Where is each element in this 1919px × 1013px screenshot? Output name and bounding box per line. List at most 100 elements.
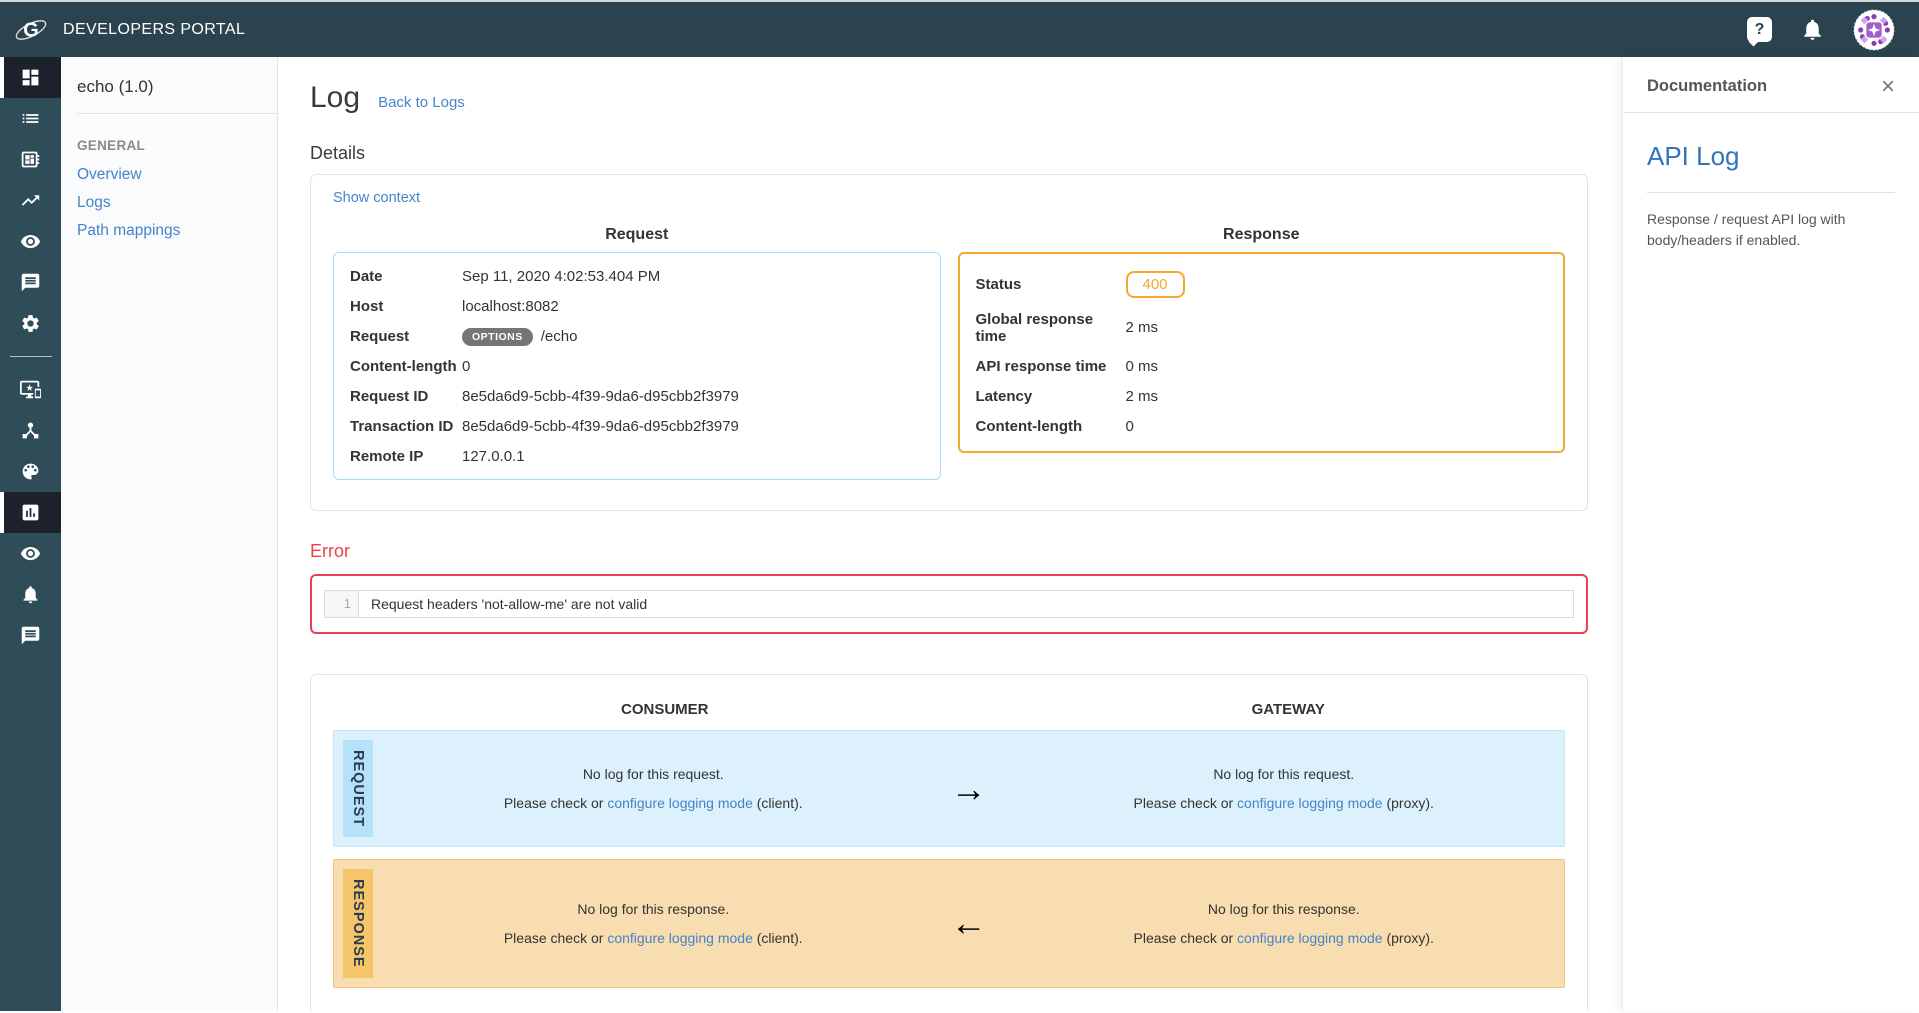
request-panel: Date Sep 11, 2020 4:02:53.404 PM Host local… xyxy=(333,252,941,480)
api-sidebar: echo (1.0) GENERAL Overview Logs Path mapp… xyxy=(61,57,278,1011)
kv-value: 127.0.0.1 xyxy=(462,447,525,465)
kv-row: Remote IP 127.0.0.1 xyxy=(350,441,924,471)
eye-icon-2[interactable] xyxy=(0,533,61,574)
error-line-number: 1 xyxy=(325,591,359,617)
kv-label: Request xyxy=(350,327,410,345)
arrow-left-icon: ← xyxy=(950,902,987,944)
logs-header-row: CONSUMER GATEWAY xyxy=(333,701,1565,718)
kv-row: Latency 2 ms xyxy=(976,381,1548,411)
error-message: Request headers 'not-allow-me' are not v… xyxy=(371,596,648,612)
request-row-label: REQUEST xyxy=(343,740,373,838)
api-name: echo (1.0) xyxy=(77,77,154,96)
help-question-glyph: ? xyxy=(1754,20,1765,38)
kv-value: OPTIONS/echo xyxy=(462,327,577,346)
kv-row: Request ID 8e5da6d9-5cbb-4f39-9da6-d95cbb… xyxy=(350,381,924,411)
gateway-response-cell: No log for this response. Please check or… xyxy=(1004,860,1565,987)
topbar-actions: ? xyxy=(1747,8,1919,51)
back-to-logs-link[interactable]: Back to Logs xyxy=(378,94,465,111)
configure-logging-mode-link[interactable]: configure logging mode xyxy=(607,795,753,812)
bar-chart-icon[interactable] xyxy=(0,492,61,533)
rail-divider xyxy=(9,356,52,357)
response-log-row: RESPONSE No log for this response. Please… xyxy=(333,859,1565,988)
show-context-link[interactable]: Show context xyxy=(333,190,421,206)
consumer-response-cell: No log for this response. Please check or… xyxy=(373,860,934,987)
kv-value: 0 xyxy=(462,357,471,375)
kv-row: Date Sep 11, 2020 4:02:53.404 PM xyxy=(350,261,924,291)
error-card: 1 Request headers 'not-allow-me' are not… xyxy=(310,574,1588,634)
kv-label: Content-length xyxy=(975,417,1083,435)
notifications-bell-icon[interactable] xyxy=(1800,17,1825,42)
user-avatar[interactable] xyxy=(1853,8,1895,51)
status-badge: 400 xyxy=(1125,270,1185,298)
kv-value: 400 xyxy=(1125,270,1185,298)
kv-label: Status xyxy=(975,275,1022,293)
kv-row: Host localhost:8082 xyxy=(350,291,924,321)
log-hint-text: Please check or configure logging mode (… xyxy=(503,929,803,946)
list-icon[interactable] xyxy=(0,98,61,139)
sidebar-items: Overview Logs Path mappings xyxy=(61,161,277,245)
kv-label: Latency xyxy=(975,387,1033,405)
main-content: Log Back to Logs Details Show context Re… xyxy=(278,57,1622,1011)
page-title: Log xyxy=(310,81,361,114)
kv-label: Host xyxy=(350,297,384,315)
kv-value: 2 ms xyxy=(1125,319,1159,336)
topbar: G DEVELOPERS PORTAL ? xyxy=(0,0,1919,57)
kv-value: Sep 11, 2020 4:02:53.404 PM xyxy=(462,267,661,285)
response-heading: Response xyxy=(1223,226,1300,243)
log-hint-text: Please check or configure logging mode (… xyxy=(1133,795,1434,812)
trending-up-icon[interactable] xyxy=(0,180,61,221)
kv-value: 0 ms xyxy=(1125,357,1159,375)
eye-icon[interactable] xyxy=(0,221,61,262)
icon-rail xyxy=(0,57,61,1011)
gravitee-logo-icon[interactable]: G xyxy=(0,11,61,49)
sidebar-item-overview[interactable]: Overview xyxy=(77,166,142,183)
logs-card: CONSUMER GATEWAY REQUEST No log for this… xyxy=(310,674,1588,1011)
sidebar-divider xyxy=(77,113,277,114)
request-heading: Request xyxy=(605,226,669,243)
hub-icon[interactable] xyxy=(0,410,61,451)
configure-logging-mode-link[interactable]: configure logging mode xyxy=(607,929,753,946)
app-title: DEVELOPERS PORTAL xyxy=(63,20,246,38)
details-card: Show context Request Date Sep 11, 2020 4:… xyxy=(310,174,1588,511)
bell-icon[interactable] xyxy=(0,574,61,615)
help-icon[interactable]: ? xyxy=(1747,17,1772,42)
kv-value: 2 ms xyxy=(1125,387,1159,405)
board-icon[interactable] xyxy=(0,139,61,180)
kv-row: Content-length 0 xyxy=(350,351,924,381)
configure-logging-mode-link[interactable]: configure logging mode xyxy=(1237,929,1383,946)
no-log-text: No log for this response. xyxy=(1207,900,1360,917)
error-code-line: 1 Request headers 'not-allow-me' are not… xyxy=(324,590,1574,618)
gateway-heading: GATEWAY xyxy=(1251,701,1325,718)
consumer-request-cell: No log for this request. Please check or … xyxy=(373,731,934,846)
kv-label: Global response time xyxy=(975,310,1094,345)
palette-icon[interactable] xyxy=(0,451,61,492)
request-log-row: REQUEST No log for this request. Please c… xyxy=(333,730,1565,848)
configure-logging-mode-link[interactable]: configure logging mode xyxy=(1237,795,1383,812)
sidebar-item-logs[interactable]: Logs xyxy=(77,194,111,211)
no-log-text: No log for this request. xyxy=(582,766,724,783)
kv-value: localhost:8082 xyxy=(462,297,559,315)
svg-text:G: G xyxy=(23,19,39,41)
log-hint-text: Please check or configure logging mode (… xyxy=(1133,929,1434,946)
kv-value: 0 xyxy=(1125,417,1134,435)
gateway-request-cell: No log for this request. Please check or … xyxy=(1004,731,1565,846)
no-log-text: No log for this response. xyxy=(577,900,730,917)
kv-row: API response time 0 ms xyxy=(976,351,1548,381)
error-heading: Error xyxy=(310,541,350,561)
arrow-right-icon: → xyxy=(950,767,987,809)
response-row-label: RESPONSE xyxy=(343,869,373,978)
doc-text: Response / request API log with body/hea… xyxy=(1647,211,1846,248)
kv-label: Request ID xyxy=(350,387,429,405)
sidebar-item-path-mappings[interactable]: Path mappings xyxy=(77,222,181,239)
kv-label: API response time xyxy=(975,357,1107,375)
no-log-text: No log for this request. xyxy=(1213,766,1355,783)
close-icon[interactable]: × xyxy=(1880,72,1895,100)
sidebar-section-title: GENERAL xyxy=(77,138,146,153)
doc-heading: API Log xyxy=(1647,141,1740,171)
dashboard-icon[interactable] xyxy=(0,57,61,98)
gear-icon[interactable] xyxy=(0,303,61,344)
chat-icon-2[interactable] xyxy=(0,615,61,656)
kv-row: Transaction ID 8e5da6d9-5cbb-4f39-9da6-d9… xyxy=(350,411,924,441)
devices-icon[interactable] xyxy=(0,369,61,410)
chat-icon[interactable] xyxy=(0,262,61,303)
